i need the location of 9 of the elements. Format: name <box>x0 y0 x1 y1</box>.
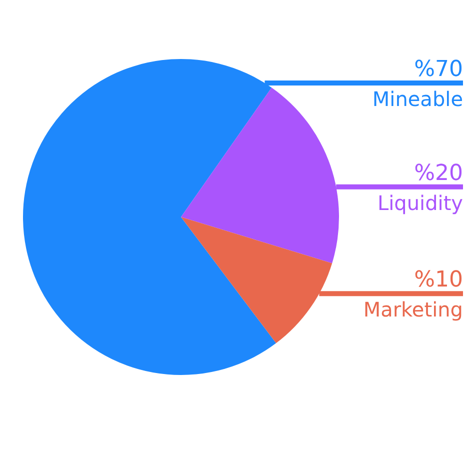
slice-label: Mineable <box>372 87 463 112</box>
pie-slice <box>181 217 332 344</box>
data-label: %20 <box>414 160 463 186</box>
data-label: %70 <box>414 57 463 82</box>
pie-slice <box>23 59 276 375</box>
slice-label: Liquidity <box>377 190 464 215</box>
pie-slice <box>181 88 339 264</box>
data-label: %10 <box>414 268 463 293</box>
slice-label: Marketing <box>363 298 463 322</box>
